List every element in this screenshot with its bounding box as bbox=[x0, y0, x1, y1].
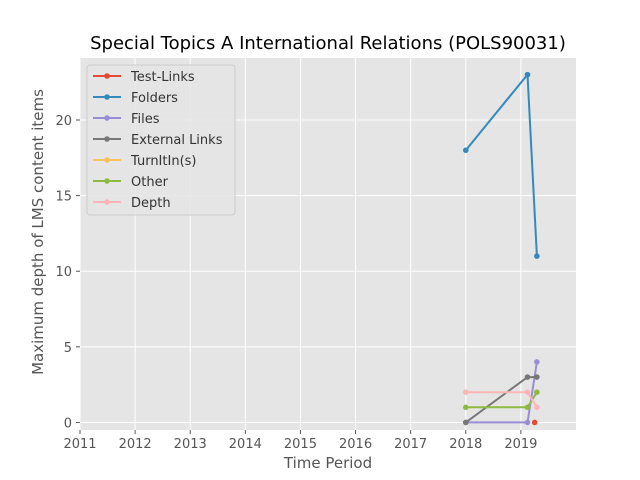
legend-marker bbox=[104, 94, 110, 100]
x-tick-label: 2015 bbox=[284, 437, 317, 452]
x-tick-label: 2019 bbox=[504, 437, 537, 452]
data-point-test-links bbox=[531, 419, 538, 426]
x-tick-label: 2017 bbox=[394, 437, 427, 452]
data-point-files bbox=[534, 359, 540, 365]
data-point-depth bbox=[462, 389, 469, 395]
legend-marker bbox=[104, 178, 110, 184]
x-tick-label: 2016 bbox=[339, 437, 372, 452]
data-point-external-links bbox=[462, 419, 469, 426]
data-point-other bbox=[462, 404, 469, 411]
legend-marker bbox=[104, 199, 110, 205]
chart-title: Special Topics A International Relations… bbox=[90, 33, 566, 54]
legend: Test-Links Folders Files External Links Turn… bbox=[86, 64, 236, 216]
legend-item-files: Files bbox=[93, 112, 160, 127]
data-point-external-links bbox=[524, 374, 531, 380]
legend-item-turnitin-s: TurnItIn(s) bbox=[93, 154, 196, 169]
x-axis-label: Time Period bbox=[283, 454, 372, 472]
x-tick-label: 2013 bbox=[174, 437, 207, 452]
data-point-files bbox=[524, 419, 531, 426]
data-point-other bbox=[524, 404, 531, 411]
series-test-links bbox=[531, 419, 538, 426]
legend-item-external-links: External Links bbox=[93, 133, 223, 148]
data-point-folders bbox=[524, 71, 531, 78]
axis-ticks: 2011 2012 2013 2014 2015 2016 2017 2018 20190510… bbox=[55, 114, 537, 452]
legend-label: Folders bbox=[131, 91, 178, 106]
data-point-folders bbox=[462, 147, 469, 154]
data-point-depth bbox=[524, 389, 531, 395]
legend-label: TurnItIn(s) bbox=[130, 154, 196, 169]
legend-label: Other bbox=[131, 175, 169, 190]
x-tick-label: 2014 bbox=[229, 437, 262, 452]
x-tick-label: 2018 bbox=[449, 437, 482, 452]
y-axis-label: Maximum depth of LMS content items bbox=[29, 89, 47, 375]
data-point-external-links bbox=[534, 374, 540, 380]
y-tick-label: 10 bbox=[55, 265, 72, 280]
y-tick-label: 0 bbox=[64, 416, 72, 431]
legend-label: Files bbox=[131, 112, 160, 127]
legend-label: Test-Links bbox=[130, 70, 195, 85]
legend-marker bbox=[104, 73, 110, 79]
data-point-other bbox=[534, 389, 540, 395]
x-tick-label: 2012 bbox=[119, 437, 152, 452]
legend-item-test-links: Test-Links bbox=[93, 70, 195, 85]
data-point-folders bbox=[534, 253, 540, 259]
y-tick-label: 15 bbox=[55, 190, 72, 205]
x-tick-label: 2011 bbox=[63, 437, 96, 452]
legend-marker bbox=[104, 136, 110, 142]
legend-label: Depth bbox=[131, 196, 171, 211]
series-folders bbox=[462, 71, 540, 259]
legend-item-folders: Folders bbox=[93, 91, 178, 106]
series-layer bbox=[462, 71, 540, 426]
legend-label: External Links bbox=[131, 133, 223, 148]
legend-marker bbox=[104, 157, 110, 163]
legend-box bbox=[86, 64, 236, 216]
y-tick-label: 5 bbox=[64, 341, 72, 356]
legend-item-other: Other bbox=[93, 175, 169, 190]
y-tick-label: 20 bbox=[55, 114, 72, 129]
data-point-depth bbox=[534, 404, 540, 411]
legend-item-depth: Depth bbox=[93, 196, 171, 211]
series-other bbox=[462, 389, 540, 411]
legend-marker bbox=[104, 115, 110, 121]
series-depth bbox=[462, 389, 540, 411]
